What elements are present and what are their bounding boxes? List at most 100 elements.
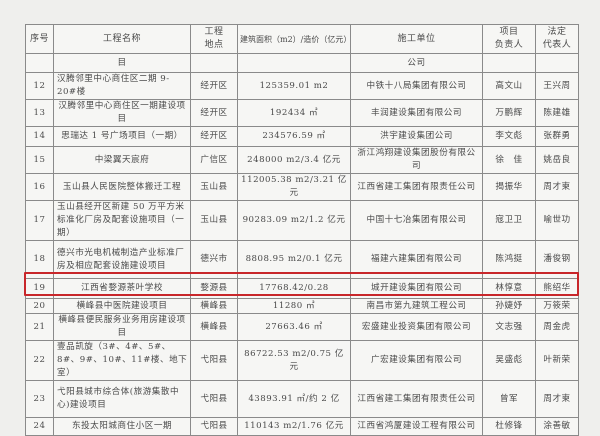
- cell-area-cost: 86722.53 m2/0.75 亿元: [237, 340, 351, 381]
- table-row: 12 汉腾邻里中心商住区二期 9-20#楼 经开区 125359.01 m2 中铁十八局…: [25, 72, 579, 100]
- table-row: 15 中梁翼天宸府 广信区 248000 m2/3.4 亿元 浙江鸿翔建设集团股份有限公…: [25, 146, 579, 174]
- cell-name: 玉山县经开区新建 50 万平方米标准化厂房及配套设施项目（一期）: [53, 200, 191, 241]
- cell-contractor: 丰润建设集团有限公司: [350, 99, 483, 127]
- cell-legal-rep: 周才柬: [535, 380, 579, 418]
- table-row: 24 东投太阳城商住小区一期 弋阳县 110143 m2/1.76 亿元 江西省鸿厦建设…: [25, 417, 579, 436]
- cell-location: 横峰县: [190, 313, 238, 341]
- cell-no: 23: [25, 380, 54, 418]
- cell-no: 16: [25, 173, 54, 201]
- cell-no: 21: [25, 313, 54, 341]
- header-area-cost: 建筑面积（m2）/造价（亿元）: [237, 24, 351, 54]
- cell-manager: [482, 53, 536, 73]
- cell-contractor: 中铁十八局集团有限公司: [350, 72, 483, 100]
- table-row: 23 弋阳县城市综合体(旅游集散中心)建设项目 弋阳县 43893.91 ㎡/约 2 …: [25, 380, 579, 418]
- cell-legal-rep: 叶新荣: [535, 340, 579, 381]
- cell-legal-rep: 万筱荣: [535, 298, 579, 314]
- cell-area-cost: 110143 m2/1.76 亿元: [237, 417, 351, 436]
- table-row: 19 江西省婺源茶叶学校 婺源县 17768.42/0.28 城开建设集团有限公司 林惇意…: [25, 278, 579, 299]
- cell-legal-rep: 张群勇: [535, 126, 579, 147]
- cell-name: 中梁翼天宸府: [53, 146, 191, 174]
- cell-manager: 孙婕妤: [482, 298, 536, 314]
- cell-location: 弋阳县: [190, 340, 238, 381]
- header-location: 工程 地点: [190, 24, 238, 54]
- cell-no: 15: [25, 146, 54, 174]
- cell-area-cost: 27663.46 ㎡: [237, 313, 351, 341]
- continuation-row: 目 公司: [25, 53, 579, 73]
- highlight-box: [24, 272, 579, 296]
- cell-contractor: 江西省建工集团有限责任公司: [350, 173, 483, 201]
- project-table: 序号 工程名称 工程 地点 建筑面积（m2）/造价（亿元） 施工单位 项目 负责…: [25, 24, 579, 436]
- cell-manager: 寇卫卫: [482, 200, 536, 241]
- cell-manager: 李文彪: [482, 126, 536, 147]
- header-manager: 项目 负责人: [482, 24, 536, 54]
- cell-name: 汉腾邻里中心商住区二期 9-20#楼: [53, 72, 191, 100]
- cell-legal-rep: 涂善敏: [535, 417, 579, 436]
- cell-location: 横峰县: [190, 298, 238, 314]
- cell-location: 经开区: [190, 126, 238, 147]
- cell-no: 24: [25, 417, 54, 436]
- cell-location: 经开区: [190, 72, 238, 100]
- cell-contractor: 浙江鸿翔建设集团股份有限公司: [350, 146, 483, 174]
- cell-name: 汉腾邻里中心商住区一期建设项目: [53, 99, 191, 127]
- cell-contractor: 广宏建设集团有限公司: [350, 340, 483, 381]
- cell-area-cost: 11280 ㎡: [237, 298, 351, 314]
- cell-name: 思瑞达 1 号广场项目（一期）: [53, 126, 191, 147]
- cell-manager: 万鹏辉: [482, 99, 536, 127]
- cell-legal-rep: 陈建雄: [535, 99, 579, 127]
- cell-legal-rep: 姚岳良: [535, 146, 579, 174]
- header-no: 序号: [25, 24, 54, 54]
- cell-contractor: 江西省建工集团有限责任公司: [350, 380, 483, 418]
- cell-area-cost: 234576.59 ㎡: [237, 126, 351, 147]
- cell-name: 横峰县中医院建设项目: [53, 298, 191, 314]
- cell-manager: 徐 佳: [482, 146, 536, 174]
- cell-location: 弋阳县: [190, 417, 238, 436]
- cell-no: 14: [25, 126, 54, 147]
- cell-location: 弋阳县: [190, 380, 238, 418]
- cell-name: 弋阳县城市综合体(旅游集散中心)建设项目: [53, 380, 191, 418]
- cell-contractor: 南昌市第九建筑工程公司: [350, 298, 483, 314]
- cell-legal-rep: 王兴周: [535, 72, 579, 100]
- cell-manager: 曾军: [482, 380, 536, 418]
- cell-manager: 吴盛彪: [482, 340, 536, 381]
- cell-contractor: 中国十七冶集团有限公司: [350, 200, 483, 241]
- cell-name: 东投太阳城商住小区一期: [53, 417, 191, 436]
- cell-location: 玉山县: [190, 173, 238, 201]
- cell-manager: 杜修锋: [482, 417, 536, 436]
- cell-location: 经开区: [190, 99, 238, 127]
- cell-legal-rep: [535, 53, 579, 73]
- cell-location: [190, 53, 238, 73]
- table-row: 17 玉山县经开区新建 50 万平方米标准化厂房及配套设施项目（一期） 玉山县 902…: [25, 200, 579, 241]
- cell-manager: 揭振华: [482, 173, 536, 201]
- cell-contractor: 公司: [350, 53, 483, 73]
- cell-no: 13: [25, 99, 54, 127]
- cell-legal-rep: 喻世功: [535, 200, 579, 241]
- table-row: 16 玉山县人民医院整体搬迁工程 玉山县 112005.38 m2/3.21 亿元 江西…: [25, 173, 579, 201]
- cell-no: 12: [25, 72, 54, 100]
- header-legal-rep: 法定 代表人: [535, 24, 579, 54]
- cell-area-cost: [237, 53, 351, 73]
- cell-name: 玉山县人民医院整体搬迁工程: [53, 173, 191, 201]
- cell-area-cost: 192434 ㎡: [237, 99, 351, 127]
- cell-legal-rep: 周才柬: [535, 173, 579, 201]
- table-row: 22 壹品凯旋（3#、4#、5#、8#、9#、10#、11#楼、地下室） 弋阳县 86…: [25, 340, 579, 381]
- cell-contractor: 江西省鸿厦建设工程有限公司: [350, 417, 483, 436]
- cell-location: 广信区: [190, 146, 238, 174]
- header-name: 工程名称: [53, 24, 191, 54]
- cell-area-cost: 248000 m2/3.4 亿元: [237, 146, 351, 174]
- cell-area-cost: 125359.01 m2: [237, 72, 351, 100]
- cell-legal-rep: 周金虎: [535, 313, 579, 341]
- header-row: 序号 工程名称 工程 地点 建筑面积（m2）/造价（亿元） 施工单位 项目 负责…: [25, 24, 579, 54]
- cell-area-cost: 90283.09 m2/1.2 亿元: [237, 200, 351, 241]
- cell-no: 22: [25, 340, 54, 381]
- cell-no: 17: [25, 200, 54, 241]
- cell-area-cost: 112005.38 m2/3.21 亿元: [237, 173, 351, 201]
- cell-no: [25, 53, 54, 73]
- cell-location: 玉山县: [190, 200, 238, 241]
- cell-contractor: 洪宇建设集团公司: [350, 126, 483, 147]
- cell-area-cost: 43893.91 ㎡/约 2 亿: [237, 380, 351, 418]
- cell-no: 20: [25, 298, 54, 314]
